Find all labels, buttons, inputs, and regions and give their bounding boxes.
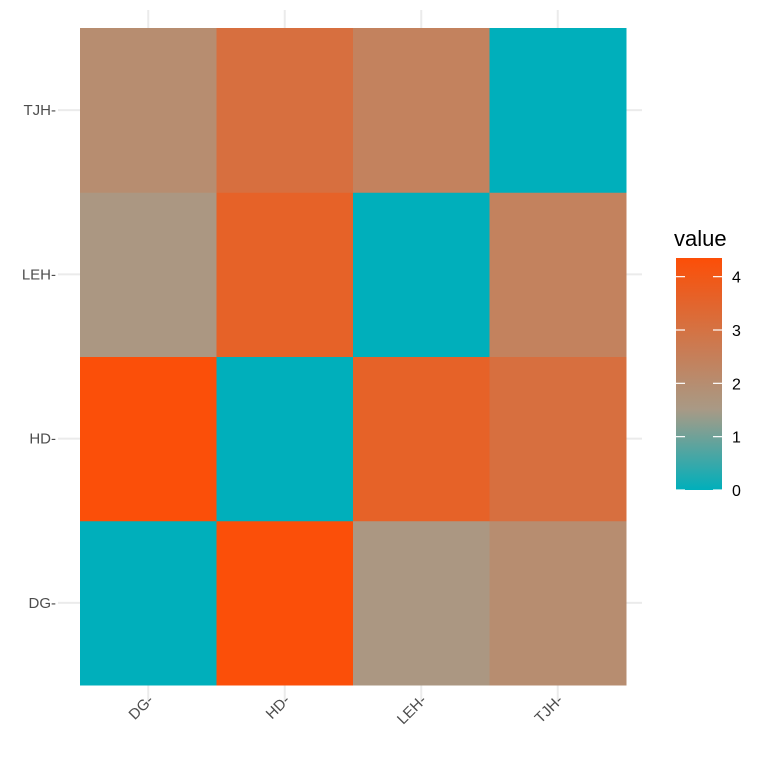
legend-tick-label: 3 <box>732 323 741 340</box>
heatmap-cell <box>80 356 217 522</box>
heatmap-cell <box>489 520 627 686</box>
heatmap-cell <box>216 192 354 357</box>
x-tick-label: LEH- <box>394 692 430 728</box>
heatmap-cell <box>216 356 354 522</box>
heatmap-cells <box>80 28 627 686</box>
x-tick-label: HD- <box>263 692 294 723</box>
heatmap-cell <box>353 356 490 522</box>
heatmap-cell <box>80 520 217 686</box>
x-tick-label: TJH- <box>532 692 567 727</box>
legend-tick-label: 1 <box>732 430 741 447</box>
y-tick-label: DG- <box>29 595 57 612</box>
heatmap-cell <box>80 28 217 193</box>
legend-tick-label: 0 <box>732 483 741 500</box>
legend-title: value <box>674 226 727 251</box>
heatmap-cell <box>353 192 490 357</box>
legend-colorbar <box>676 258 722 490</box>
color-legend: value 0 1 2 3 4 <box>674 226 741 500</box>
heatmap-cell <box>489 28 627 193</box>
legend-tick-label: 2 <box>732 376 741 393</box>
y-tick-label: LEH- <box>22 266 56 283</box>
heatmap-cell <box>489 192 627 357</box>
y-axis: DG- HD- LEH- TJH- <box>22 102 56 612</box>
heatmap-cell <box>80 192 217 357</box>
heatmap-cell <box>489 356 627 522</box>
y-tick-label: TJH- <box>24 102 57 119</box>
x-axis: DG- HD- LEH- TJH- <box>126 692 567 728</box>
legend-tick-label: 4 <box>732 270 741 287</box>
heatmap-cell <box>216 28 354 193</box>
x-tick-label: DG- <box>126 692 157 723</box>
heatmap-cell <box>353 520 490 686</box>
y-tick-label: HD- <box>29 431 56 448</box>
heatmap-cell <box>216 520 354 686</box>
heatmap-cell <box>353 28 490 193</box>
